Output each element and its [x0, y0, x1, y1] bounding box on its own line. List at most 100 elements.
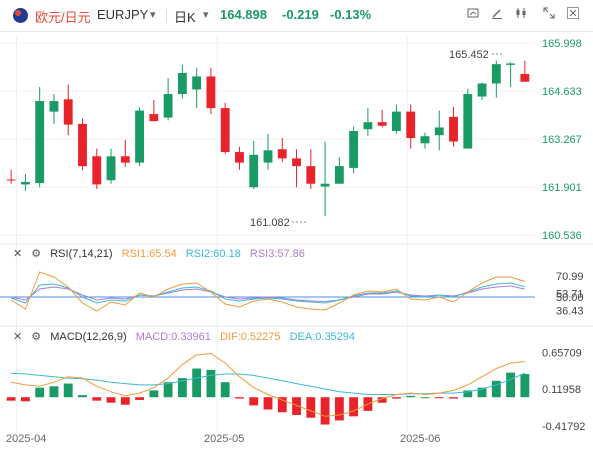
candle-body	[220, 108, 230, 153]
macd-histogram-bar	[78, 395, 87, 398]
candle-body	[63, 99, 73, 125]
candle-body	[420, 136, 430, 144]
candle-body	[306, 166, 316, 184]
macd-title[interactable]: MACD(12,26,9)	[50, 331, 127, 343]
macd-histogram-bar	[106, 397, 116, 403]
candle-body	[6, 179, 16, 181]
candle-body	[177, 72, 187, 95]
candle-body	[320, 183, 330, 187]
macd-histogram-bar	[506, 372, 516, 398]
macd-histogram-bar	[420, 397, 430, 399]
indicator-icon[interactable]	[512, 6, 530, 24]
candle-body	[163, 94, 173, 118]
macd-histogram-bar	[6, 397, 16, 401]
chart-header: 欧元/日元 EURJPY ▾ 日K ▾ 164.898 -0.219 -0.13…	[0, 0, 593, 32]
currency-flag-icon	[13, 8, 28, 23]
macd-histogram-bar	[149, 390, 159, 398]
symbol-name[interactable]: 欧元/日元	[35, 10, 91, 25]
macd-histogram-bar	[406, 395, 416, 398]
collapse-icon[interactable]: ✕	[13, 248, 23, 260]
macd-histogram-bar	[320, 397, 330, 425]
rsi2-line	[10, 282, 526, 304]
rsi-legend: ✕ ⚙ RSI(7,14,21) RSI1:65.54 RSI2:60.18 R…	[13, 247, 311, 260]
macd-histogram-bar	[235, 397, 244, 399]
header-divider	[166, 9, 167, 23]
draw-tool-icon[interactable]	[488, 6, 506, 24]
macd-histogram-bar	[434, 397, 444, 399]
price-tick-label: 164.633	[542, 86, 582, 98]
candle-body	[377, 122, 387, 126]
macd-histogram-bar	[449, 397, 458, 399]
settings-icon[interactable]: ⚙	[31, 248, 42, 260]
price-tick-label: 160.536	[542, 230, 582, 242]
last-price: 164.898	[220, 7, 267, 22]
macd-histogram-bar	[92, 397, 102, 401]
collapse-icon[interactable]: ✕	[13, 331, 23, 343]
candle-body	[277, 149, 287, 159]
rsi-title[interactable]: RSI(7,14,21)	[50, 248, 113, 260]
symbol-dropdown-icon[interactable]: ▾	[150, 9, 156, 21]
rsi2-value: RSI2:60.18	[185, 248, 241, 260]
candle-body	[263, 150, 273, 163]
price-change-percent: -0.13%	[330, 7, 372, 22]
candle-body	[406, 111, 416, 138]
macd-histogram-bar	[163, 382, 173, 398]
macd-histogram-bar	[220, 382, 230, 398]
settings-icon[interactable]: ⚙	[31, 331, 42, 343]
candle-body	[463, 94, 473, 149]
fullscreen-icon[interactable]	[540, 6, 558, 24]
time-axis-label: 2025-06	[400, 433, 440, 445]
macd-tick-label: -0.41792	[542, 421, 585, 433]
dif-line	[11, 352, 525, 417]
candle-body	[491, 64, 501, 84]
macd-histogram-bar	[349, 397, 359, 417]
price-tick-label: 165.998	[542, 38, 582, 50]
macd-histogram-bar	[463, 390, 473, 398]
macd-histogram-bar	[177, 378, 187, 398]
candle-body	[349, 130, 359, 168]
dif-value: DIF:0.52275	[219, 331, 281, 343]
candle-body	[78, 123, 87, 167]
macd-histogram-bar	[520, 374, 530, 398]
macd-histogram-bar	[491, 380, 501, 398]
macd-histogram-bar	[20, 397, 30, 402]
candle-body	[49, 101, 59, 112]
period-selector[interactable]: 日K	[174, 10, 196, 25]
candle-body	[506, 63, 516, 65]
candle-body	[149, 114, 159, 122]
candle-body	[92, 156, 102, 185]
rsi1-line	[10, 271, 526, 312]
candle-body	[235, 152, 244, 163]
macd-histogram-bar	[192, 368, 202, 398]
macd-legend: ✕ ⚙ MACD(12,26,9) MACD:0.33961 DIF:0.522…	[13, 330, 361, 343]
candle-body	[120, 156, 130, 163]
rsi-tick-label: 50.00	[556, 292, 584, 304]
period-dropdown-icon[interactable]: ▾	[203, 9, 209, 21]
candle-body	[35, 101, 45, 184]
macd-histogram-bar	[135, 397, 144, 400]
candle-body	[477, 83, 487, 97]
macd-histogram-bar	[334, 397, 344, 421]
price-tick-label: 161.901	[542, 182, 582, 194]
price-change: -0.219	[282, 7, 319, 22]
symbol-code[interactable]: EURJPY	[97, 7, 149, 22]
high-price-label: 165.452	[449, 49, 489, 61]
candle-body	[106, 156, 116, 181]
candle-body	[192, 76, 202, 90]
rsi3-value: RSI3:57.86	[249, 248, 305, 260]
macd-tick-label: 0.65709	[542, 347, 582, 359]
rsi1-value: RSI1:65.54	[121, 248, 177, 260]
macd-histogram-bar	[263, 397, 273, 410]
time-axis-label: 2025-04	[6, 433, 46, 445]
macd-histogram-bar	[377, 397, 387, 403]
candle-type-icon[interactable]	[464, 6, 482, 24]
rsi-tick-label: 53.71	[556, 288, 584, 300]
time-axis-label: 2025-05	[204, 433, 244, 445]
price-tick-label: 163.267	[542, 134, 582, 146]
candle-body	[449, 116, 458, 142]
macd-value: MACD:0.33961	[135, 331, 211, 343]
candle-body	[363, 122, 373, 130]
low-price-label: 161.082	[250, 217, 290, 229]
close-icon[interactable]	[564, 6, 582, 24]
